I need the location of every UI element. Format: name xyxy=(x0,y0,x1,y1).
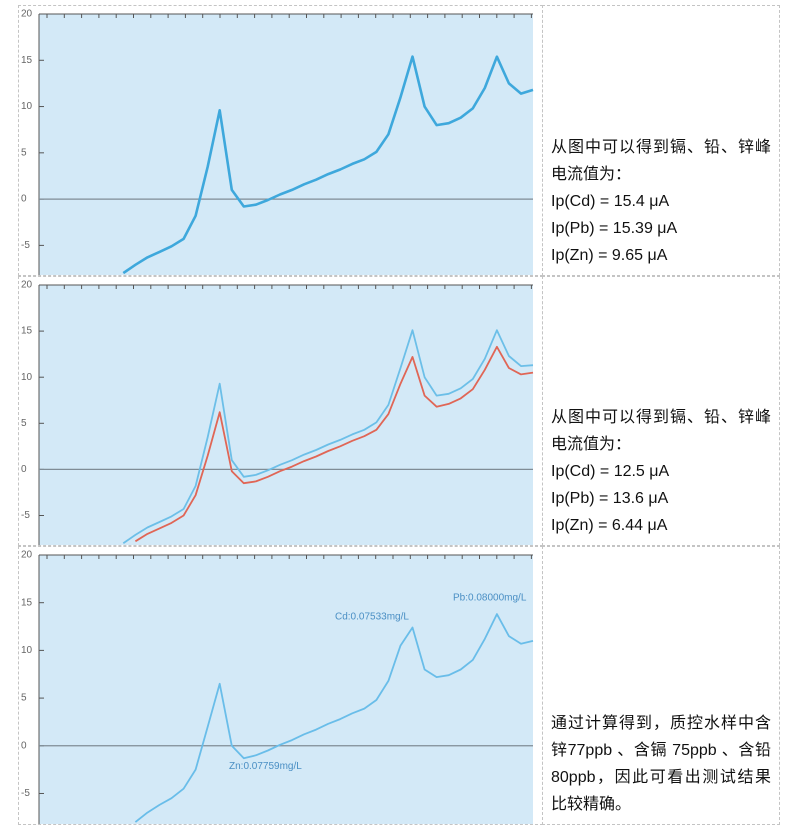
text-cell: 从图中可以得到镉、铅、锌峰电流值为： Ip(Cd) = 12.5 μA Ip(Pb)… xyxy=(542,276,780,546)
y-tick-label: -5 xyxy=(21,510,30,521)
chart-cell: -5 0 5 10 15 20 xyxy=(18,276,543,546)
text-line: 通过计算得到，质控水样中含锌77ppb 、含镉 75ppb 、含铅80ppb，因… xyxy=(551,715,771,813)
chart: -5 0 5 10 15 20 Zn:0.07759mg/L Cd:0.07533mg/L Pb… xyxy=(21,550,534,824)
annotation: Pb:0.08000mg/L xyxy=(453,593,527,604)
y-tick-label: 10 xyxy=(21,645,33,656)
text-line: Ip(Pb) = 15.39 μA xyxy=(551,220,678,237)
plot-area xyxy=(39,555,533,824)
y-tick-label: 5 xyxy=(21,418,27,429)
text-line: Ip(Zn) = 9.65 μA xyxy=(551,247,668,264)
chart: -5 0 5 10 15 20 xyxy=(21,280,534,545)
annotation: Zn:0.07759mg/L xyxy=(229,761,302,772)
text-line: 从图中可以得到镉、铅、锌峰电流值为： xyxy=(551,139,771,183)
curve xyxy=(134,613,534,823)
text-line: Ip(Pb) = 13.6 μA xyxy=(551,490,669,507)
text-line: 从图中可以得到镉、铅、锌峰电流值为： xyxy=(551,409,771,453)
y-tick-label: 20 xyxy=(21,9,33,20)
y-tick-label: 20 xyxy=(21,550,33,561)
curve xyxy=(134,345,534,543)
plot-area xyxy=(39,285,533,545)
annotation: Cd:0.07533mg/L xyxy=(335,612,409,623)
y-tick-label: 5 xyxy=(21,147,27,158)
text-line: Ip(Zn) = 6.44 μA xyxy=(551,517,668,534)
curve xyxy=(122,55,534,275)
chart-cell: -5 0 5 10 15 20 xyxy=(18,5,543,276)
y-tick-label: 10 xyxy=(21,372,33,383)
y-tick-label: 5 xyxy=(21,693,27,704)
y-tick-label: 10 xyxy=(21,101,33,112)
y-tick-label: 15 xyxy=(21,326,33,337)
y-tick-label: 15 xyxy=(21,55,33,66)
chart-cell: -5 0 5 10 15 20 Zn:0.07759mg/L Cd:0.07533mg/L Pb… xyxy=(18,546,543,825)
y-tick-label: -5 xyxy=(21,240,30,251)
y-tick-label: 0 xyxy=(21,194,27,205)
chart: -5 0 5 10 15 20 xyxy=(21,9,534,275)
text-cell: 从图中可以得到镉、铅、锌峰电流值为： Ip(Cd) = 15.4 μA Ip(Pb)… xyxy=(542,5,780,276)
y-tick-label: 20 xyxy=(21,280,33,291)
y-tick-label: -5 xyxy=(21,788,30,799)
y-tick-label: 0 xyxy=(21,464,27,475)
curve xyxy=(122,329,534,544)
y-tick-label: 0 xyxy=(21,740,27,751)
text-line: Ip(Cd) = 15.4 μA xyxy=(551,193,670,210)
y-tick-label: 15 xyxy=(21,597,33,608)
text-cell: 通过计算得到，质控水样中含锌77ppb 、含镉 75ppb 、含铅80ppb，因… xyxy=(542,546,780,825)
text-line: Ip(Cd) = 12.5 μA xyxy=(551,463,670,480)
plot-area xyxy=(39,14,533,275)
